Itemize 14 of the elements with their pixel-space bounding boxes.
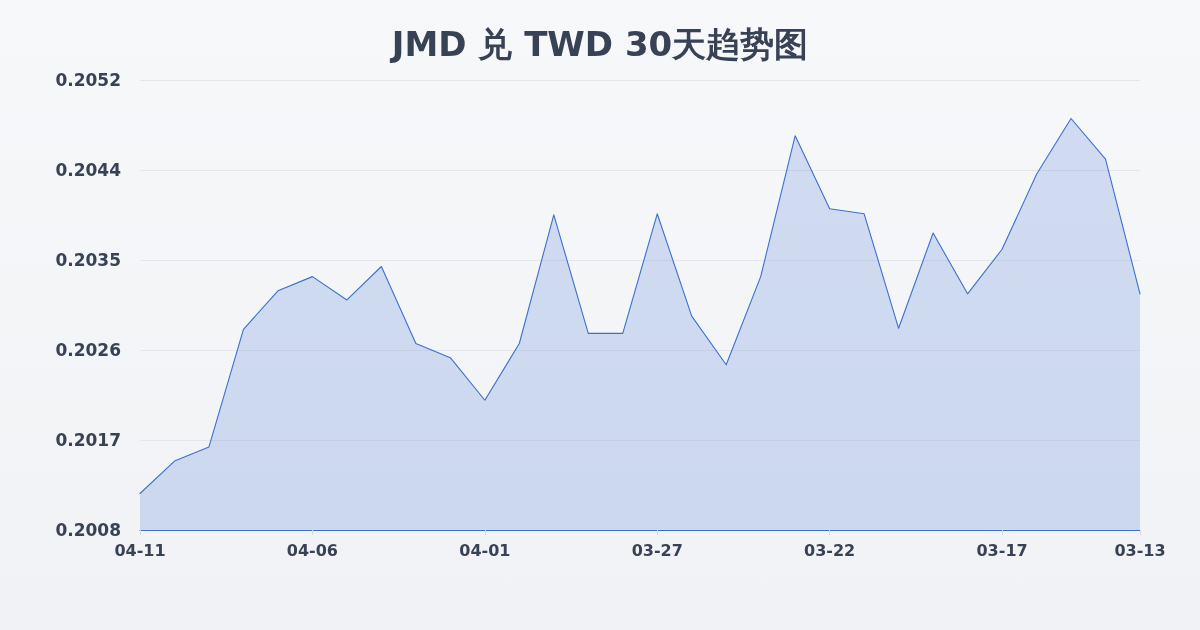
y-tick-label: 0.2052 xyxy=(55,70,121,90)
x-tick-label: 03-22 xyxy=(804,540,856,560)
x-tick-label: 04-01 xyxy=(459,540,511,560)
y-tick-label: 0.2008 xyxy=(55,520,121,540)
y-tick-label: 0.2026 xyxy=(55,340,121,360)
x-tick-label: 04-06 xyxy=(286,540,338,560)
chart-title: JMD 兑 TWD 30天趋势图 xyxy=(389,24,809,64)
x-tick-label: 03-27 xyxy=(631,540,683,560)
y-tick-label: 0.2017 xyxy=(55,430,121,450)
x-tick-label: 03-13 xyxy=(1114,540,1166,560)
x-tick-label: 03-17 xyxy=(976,540,1028,560)
x-tick-label: 04-11 xyxy=(114,540,166,560)
y-tick-label: 0.2044 xyxy=(55,160,122,180)
y-tick-label: 0.2035 xyxy=(55,250,121,270)
